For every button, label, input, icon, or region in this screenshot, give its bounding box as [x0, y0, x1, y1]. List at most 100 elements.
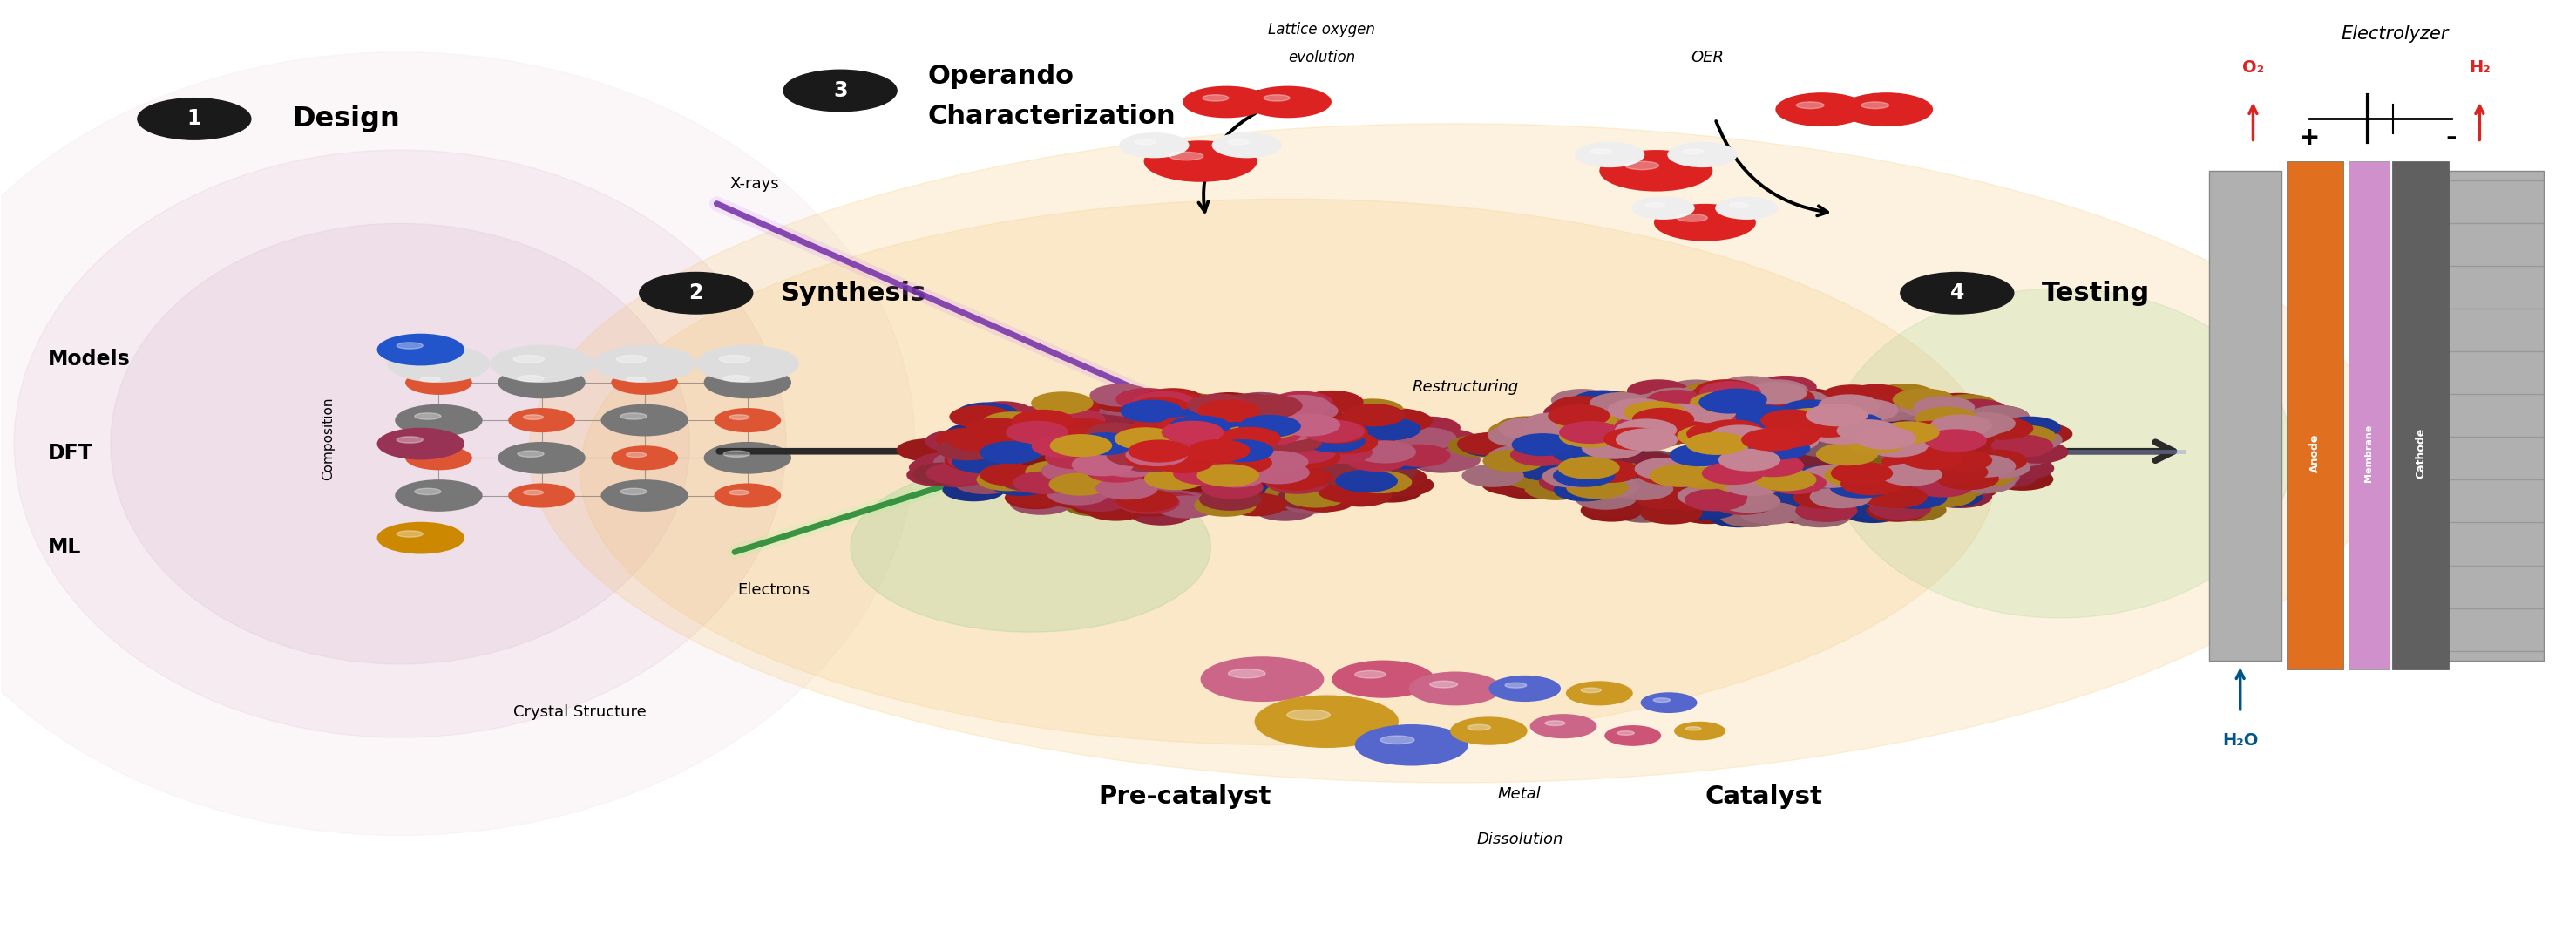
Text: H₂: H₂: [2468, 59, 2491, 76]
Ellipse shape: [1231, 433, 1296, 456]
Ellipse shape: [935, 453, 997, 477]
Ellipse shape: [1865, 434, 1927, 457]
Ellipse shape: [1038, 397, 1100, 420]
Text: Electrolyzer: Electrolyzer: [2342, 25, 2447, 42]
Ellipse shape: [1151, 450, 1213, 473]
Ellipse shape: [1520, 453, 1582, 476]
Ellipse shape: [1546, 720, 1566, 726]
Ellipse shape: [1888, 444, 1950, 466]
Ellipse shape: [1092, 390, 1154, 413]
Ellipse shape: [1556, 410, 1618, 432]
Ellipse shape: [1710, 484, 1775, 507]
Ellipse shape: [1126, 413, 1188, 436]
Text: +: +: [2300, 126, 2321, 150]
Ellipse shape: [1231, 422, 1293, 445]
Ellipse shape: [1283, 411, 1345, 433]
Ellipse shape: [376, 428, 464, 460]
Ellipse shape: [981, 432, 1043, 455]
Ellipse shape: [1654, 386, 1716, 409]
Ellipse shape: [1914, 407, 1978, 430]
Ellipse shape: [1010, 406, 1072, 430]
Ellipse shape: [1973, 432, 2038, 455]
Ellipse shape: [981, 464, 1043, 487]
Ellipse shape: [1888, 431, 1950, 454]
Ellipse shape: [1741, 429, 1803, 451]
Ellipse shape: [1118, 491, 1180, 514]
Ellipse shape: [1458, 432, 1520, 455]
Ellipse shape: [1574, 481, 1636, 504]
Ellipse shape: [1613, 487, 1674, 510]
Ellipse shape: [1079, 452, 1141, 475]
Ellipse shape: [1121, 497, 1182, 521]
Ellipse shape: [1520, 421, 1582, 444]
Ellipse shape: [974, 468, 1036, 492]
Ellipse shape: [1252, 482, 1314, 506]
Ellipse shape: [1360, 421, 1422, 444]
Ellipse shape: [13, 150, 786, 737]
Ellipse shape: [1507, 453, 1569, 476]
Ellipse shape: [1723, 448, 1785, 471]
Ellipse shape: [1170, 492, 1234, 515]
Ellipse shape: [1244, 86, 1332, 118]
Ellipse shape: [1744, 391, 1808, 413]
Ellipse shape: [1847, 423, 1909, 446]
Ellipse shape: [1937, 467, 1999, 490]
Ellipse shape: [1198, 464, 1260, 487]
Ellipse shape: [1558, 458, 1620, 480]
Ellipse shape: [1613, 500, 1674, 523]
Ellipse shape: [1311, 458, 1373, 480]
Ellipse shape: [1399, 416, 1461, 439]
Ellipse shape: [1084, 498, 1146, 521]
Ellipse shape: [1133, 409, 1195, 431]
Ellipse shape: [1718, 490, 1780, 513]
Ellipse shape: [397, 436, 422, 443]
Ellipse shape: [1917, 466, 1978, 489]
Ellipse shape: [1280, 405, 1342, 428]
Ellipse shape: [1862, 395, 1924, 418]
Ellipse shape: [966, 471, 1030, 494]
Ellipse shape: [1829, 289, 2293, 618]
Ellipse shape: [1015, 488, 1077, 511]
Ellipse shape: [1607, 401, 1669, 424]
Ellipse shape: [1790, 465, 1855, 488]
Ellipse shape: [987, 464, 1048, 487]
Ellipse shape: [1754, 376, 1816, 398]
Ellipse shape: [1231, 397, 1293, 420]
Ellipse shape: [1870, 497, 1932, 520]
Ellipse shape: [1038, 421, 1100, 444]
Ellipse shape: [1901, 447, 1963, 470]
Circle shape: [639, 273, 752, 313]
Ellipse shape: [1543, 465, 1605, 488]
Ellipse shape: [971, 464, 1033, 487]
Ellipse shape: [1643, 388, 1708, 411]
Ellipse shape: [1744, 429, 1806, 451]
Ellipse shape: [1023, 464, 1084, 487]
Ellipse shape: [1860, 430, 1922, 452]
Ellipse shape: [1054, 403, 1115, 426]
Ellipse shape: [1857, 391, 1922, 413]
Ellipse shape: [1512, 433, 1574, 456]
Ellipse shape: [1028, 412, 1090, 434]
Ellipse shape: [394, 480, 482, 512]
Ellipse shape: [1937, 435, 1999, 458]
Ellipse shape: [1510, 434, 1571, 457]
FancyBboxPatch shape: [2210, 171, 2282, 660]
Ellipse shape: [1579, 483, 1643, 506]
Ellipse shape: [1844, 384, 1906, 407]
Ellipse shape: [981, 412, 1043, 434]
Ellipse shape: [1126, 421, 1188, 444]
Ellipse shape: [1525, 429, 1587, 451]
Ellipse shape: [951, 434, 1015, 458]
Ellipse shape: [1234, 397, 1298, 420]
Ellipse shape: [1270, 391, 1332, 414]
Ellipse shape: [1141, 388, 1203, 411]
Ellipse shape: [1327, 400, 1391, 424]
Ellipse shape: [1046, 413, 1110, 436]
Ellipse shape: [1682, 416, 1744, 439]
Ellipse shape: [1801, 469, 1862, 492]
Ellipse shape: [2002, 429, 2063, 451]
Ellipse shape: [1929, 485, 1991, 508]
Ellipse shape: [1641, 473, 1705, 496]
Ellipse shape: [1628, 393, 1690, 415]
Ellipse shape: [1878, 441, 1940, 464]
